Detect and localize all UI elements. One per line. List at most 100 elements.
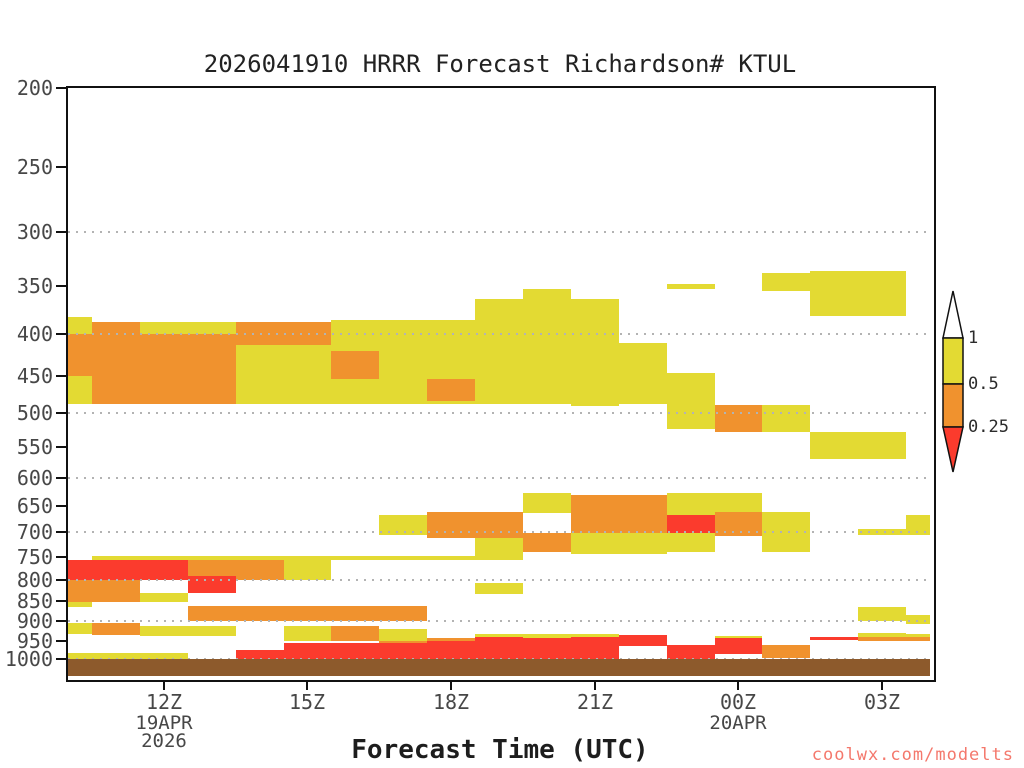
richardson-cell-y bbox=[475, 299, 523, 404]
legend-band-gt1 bbox=[942, 290, 964, 339]
richardson-cell-y bbox=[810, 271, 906, 316]
x-tick-label-18Z: 18Z bbox=[432, 690, 470, 714]
y-tick-label-700: 700 bbox=[16, 520, 53, 544]
y-tick-450 bbox=[56, 375, 66, 377]
richardson-cell-y bbox=[284, 560, 331, 580]
richardson-cell-o bbox=[906, 637, 930, 641]
x-date-label-19APR: 19APR bbox=[135, 712, 193, 734]
richardson-cell-y bbox=[810, 432, 906, 459]
legend-threshold-0.25: 0.25 bbox=[968, 417, 1009, 437]
y-tick-label-550: 550 bbox=[16, 435, 53, 459]
gridline-900 bbox=[68, 620, 930, 622]
richardson-cell-y bbox=[715, 636, 762, 638]
legend-threshold-0.5: 0.5 bbox=[968, 374, 999, 394]
y-tick-900 bbox=[56, 620, 66, 622]
y-tick-label-450: 450 bbox=[16, 364, 53, 388]
y-tick-label-800: 800 bbox=[16, 568, 53, 592]
richardson-cell-y bbox=[523, 634, 571, 638]
richardson-cell-y bbox=[475, 538, 523, 558]
x-tick-label-12Z: 12Z bbox=[145, 690, 183, 714]
richardson-cell-o bbox=[331, 351, 379, 379]
x-tick-12Z bbox=[163, 680, 165, 690]
y-tick-label-600: 600 bbox=[16, 466, 53, 490]
x-tick-label-00Z: 00Z bbox=[719, 690, 757, 714]
y-tick-750 bbox=[56, 556, 66, 558]
x-tick-label-21Z: 21Z bbox=[576, 690, 614, 714]
richardson-cell-y bbox=[284, 626, 331, 641]
richardson-cell-y bbox=[715, 493, 762, 512]
y-tick-950 bbox=[56, 640, 66, 642]
richardson-cell-r bbox=[667, 515, 715, 533]
richardson-cell-o bbox=[68, 334, 236, 376]
y-tick-550 bbox=[56, 446, 66, 448]
y-tick-label-900: 900 bbox=[16, 609, 53, 633]
y-tick-label-500: 500 bbox=[16, 401, 53, 425]
richardson-cell-y bbox=[475, 634, 523, 637]
richardson-cell-y bbox=[523, 493, 571, 513]
y-tick-label-400: 400 bbox=[16, 322, 53, 346]
richardson-cell-y bbox=[236, 345, 331, 404]
richardson-cell-o bbox=[427, 379, 475, 401]
richardson-cell-y bbox=[68, 317, 92, 334]
x-axis-title: Forecast Time (UTC) bbox=[351, 735, 649, 765]
richardson-cell-y bbox=[68, 376, 92, 404]
richardson-cell-o bbox=[858, 637, 906, 641]
y-tick-label-850: 850 bbox=[16, 589, 53, 613]
richardson-cell-r bbox=[715, 638, 762, 654]
richardson-cell-y bbox=[571, 533, 667, 554]
richardson-cell-y bbox=[667, 373, 715, 429]
y-tick-800 bbox=[56, 579, 66, 581]
gridline-500 bbox=[68, 412, 930, 414]
richardson-cell-o bbox=[92, 322, 140, 334]
richardson-cell-r bbox=[284, 643, 427, 659]
richardson-cell-y bbox=[379, 629, 427, 641]
richardson-cell-o bbox=[715, 405, 762, 432]
richardson-cell-y bbox=[667, 284, 715, 289]
richardson-cell-y bbox=[906, 515, 930, 533]
x-tick-label-15Z: 15Z bbox=[288, 690, 326, 714]
richardson-cell-y bbox=[475, 583, 523, 594]
x-tick-21Z bbox=[594, 680, 596, 690]
richardson-cell-o bbox=[92, 376, 236, 404]
y-tick-350 bbox=[56, 285, 66, 287]
chart-title: 2026041910 HRRR Forecast Richardson# KTU… bbox=[203, 50, 797, 78]
richardson-cell-r bbox=[810, 637, 858, 640]
richardson-cell-y bbox=[523, 289, 571, 404]
watermark: coolwx.com/modelts bbox=[811, 745, 1014, 765]
y-tick-label-1000: 1000 bbox=[4, 647, 53, 671]
x-tick-label-03Z: 03Z bbox=[863, 690, 901, 714]
richardson-cell-o bbox=[68, 580, 140, 602]
richardson-cell-y bbox=[68, 653, 188, 659]
richardson-cell-o bbox=[762, 645, 810, 658]
y-tick-250 bbox=[56, 166, 66, 168]
gridline-400 bbox=[68, 333, 930, 335]
richardson-cell-y bbox=[68, 602, 92, 607]
x-tick-00Z bbox=[737, 680, 739, 690]
richardson-cell-y bbox=[906, 615, 930, 624]
richardson-cell-o bbox=[92, 623, 140, 635]
y-tick-label-950: 950 bbox=[16, 629, 53, 653]
gridline-600 bbox=[68, 477, 930, 479]
y-tick-600 bbox=[56, 477, 66, 479]
richardson-cell-r bbox=[571, 637, 619, 659]
richardson-cell-y bbox=[379, 515, 427, 535]
richardson-cell-y bbox=[667, 493, 715, 515]
richardson-cell-y bbox=[906, 634, 930, 637]
richardson-cell-y bbox=[571, 634, 619, 637]
y-tick-650 bbox=[56, 505, 66, 507]
y-tick-1000 bbox=[56, 658, 66, 660]
richardson-cell-o bbox=[523, 533, 571, 552]
richardson-cell-r bbox=[523, 638, 571, 659]
richardson-cell-r bbox=[236, 650, 284, 659]
richardson-cell-y bbox=[858, 633, 906, 637]
richardson-cell-y bbox=[667, 533, 715, 552]
plot-area bbox=[68, 88, 930, 676]
richardson-cell-y bbox=[140, 593, 188, 602]
y-tick-850 bbox=[56, 600, 66, 602]
richardson-cell-y bbox=[140, 322, 236, 334]
terrain-surface bbox=[68, 659, 930, 676]
y-tick-300 bbox=[56, 231, 66, 233]
richardson-cell-r bbox=[475, 637, 523, 659]
richardson-cell-y bbox=[762, 405, 810, 432]
